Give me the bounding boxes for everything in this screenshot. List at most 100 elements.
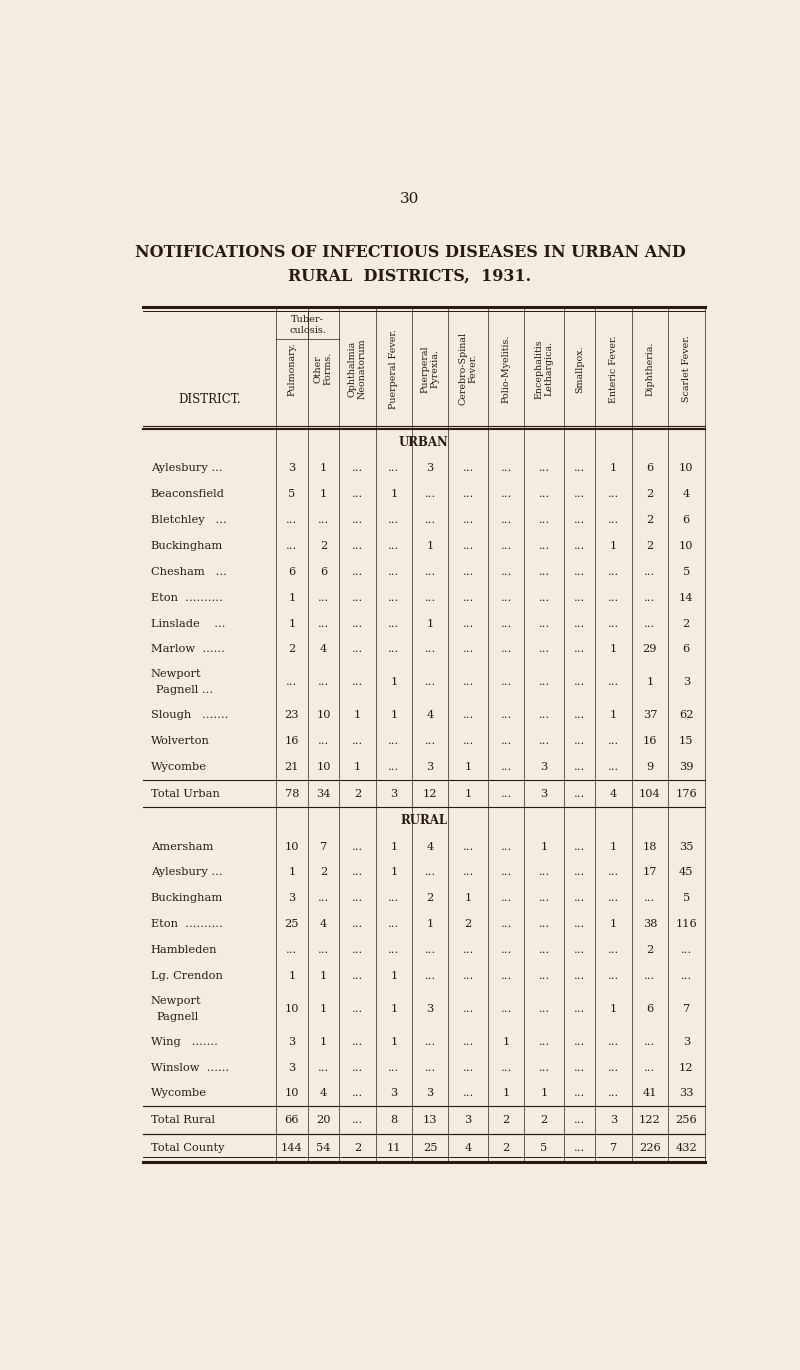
Text: ...: ... [608,515,619,525]
Text: ...: ... [352,1004,363,1014]
Text: ...: ... [352,1037,363,1047]
Text: ...: ... [425,515,436,525]
Text: ...: ... [425,1037,436,1047]
Text: ...: ... [608,1063,619,1073]
Text: 1: 1 [465,762,472,771]
Text: 226: 226 [639,1143,661,1152]
Text: ...: ... [574,736,585,747]
Text: 1: 1 [390,1037,398,1047]
Text: ...: ... [352,893,363,903]
Text: 21: 21 [285,762,299,771]
Text: 12: 12 [679,1063,694,1073]
Text: ...: ... [352,945,363,955]
Text: ...: ... [352,677,363,688]
Text: ...: ... [538,515,550,525]
Text: ...: ... [574,1088,585,1099]
Text: ...: ... [501,867,512,877]
Text: 10: 10 [285,841,299,852]
Text: 1: 1 [426,618,434,629]
Text: ...: ... [286,677,298,688]
Text: 1: 1 [288,971,295,981]
Text: Aylesbury ...: Aylesbury ... [150,463,222,474]
Text: Amersham: Amersham [150,841,213,852]
Text: ...: ... [352,463,363,474]
Text: 1: 1 [646,677,654,688]
Text: 9: 9 [646,762,654,771]
Text: 3: 3 [426,762,434,771]
Text: ...: ... [352,541,363,551]
Text: 1: 1 [390,710,398,721]
Text: 2: 2 [320,867,327,877]
Text: ...: ... [388,762,399,771]
Text: ...: ... [501,945,512,955]
Text: ...: ... [574,945,585,955]
Text: ...: ... [388,736,399,747]
Text: ...: ... [501,489,512,499]
Text: ...: ... [425,971,436,981]
Text: 4: 4 [320,919,327,929]
Text: Newport: Newport [150,996,202,1006]
Text: ...: ... [501,789,512,799]
Text: DISTRICT.: DISTRICT. [178,393,241,406]
Text: 1: 1 [610,710,617,721]
Text: 2: 2 [288,644,295,655]
Text: Total Urban: Total Urban [150,789,219,799]
Text: 10: 10 [679,463,694,474]
Text: ...: ... [352,736,363,747]
Text: ...: ... [425,1063,436,1073]
Text: ...: ... [538,945,550,955]
Text: Tuber-
culosis.: Tuber- culosis. [289,315,326,336]
Text: 2: 2 [646,541,654,551]
Text: ...: ... [608,677,619,688]
Text: NOTIFICATIONS OF INFECTIOUS DISEASES IN URBAN AND: NOTIFICATIONS OF INFECTIOUS DISEASES IN … [134,244,686,262]
Text: Winslow  ......: Winslow ...... [150,1063,229,1073]
Text: ...: ... [425,945,436,955]
Text: 4: 4 [465,1143,472,1152]
Text: 5: 5 [540,1143,548,1152]
Text: ...: ... [352,919,363,929]
Text: 2: 2 [320,541,327,551]
Text: 256: 256 [675,1115,697,1125]
Text: ...: ... [352,867,363,877]
Text: 1: 1 [426,919,434,929]
Text: 4: 4 [610,789,617,799]
Text: ...: ... [574,489,585,499]
Text: 3: 3 [426,1088,434,1099]
Text: ...: ... [608,1088,619,1099]
Text: 3: 3 [426,1004,434,1014]
Text: 1: 1 [610,463,617,474]
Text: 1: 1 [320,971,327,981]
Text: 2: 2 [426,893,434,903]
Text: ...: ... [538,919,550,929]
Text: ...: ... [318,736,329,747]
Text: 176: 176 [675,789,697,799]
Text: Total County: Total County [150,1143,224,1152]
Text: 23: 23 [285,710,299,721]
Text: ...: ... [462,593,474,603]
Text: ...: ... [462,618,474,629]
Text: ...: ... [538,541,550,551]
Text: Smallpox.: Smallpox. [575,345,584,393]
Text: ...: ... [574,893,585,903]
Text: ...: ... [388,893,399,903]
Text: ...: ... [462,1088,474,1099]
Text: 15: 15 [679,736,694,747]
Text: ...: ... [574,1143,585,1152]
Text: 10: 10 [679,541,694,551]
Text: Lg. Crendon: Lg. Crendon [150,971,222,981]
Text: ...: ... [574,710,585,721]
Text: 8: 8 [390,1115,398,1125]
Text: ...: ... [318,593,329,603]
Text: ...: ... [574,789,585,799]
Text: ...: ... [538,893,550,903]
Text: Wing   .......: Wing ....... [150,1037,218,1047]
Text: ...: ... [318,945,329,955]
Text: ...: ... [608,736,619,747]
Text: ...: ... [574,463,585,474]
Text: 3: 3 [540,762,548,771]
Text: 2: 2 [682,618,690,629]
Text: 66: 66 [285,1115,299,1125]
Text: ...: ... [501,710,512,721]
Text: ...: ... [318,618,329,629]
Text: 33: 33 [679,1088,694,1099]
